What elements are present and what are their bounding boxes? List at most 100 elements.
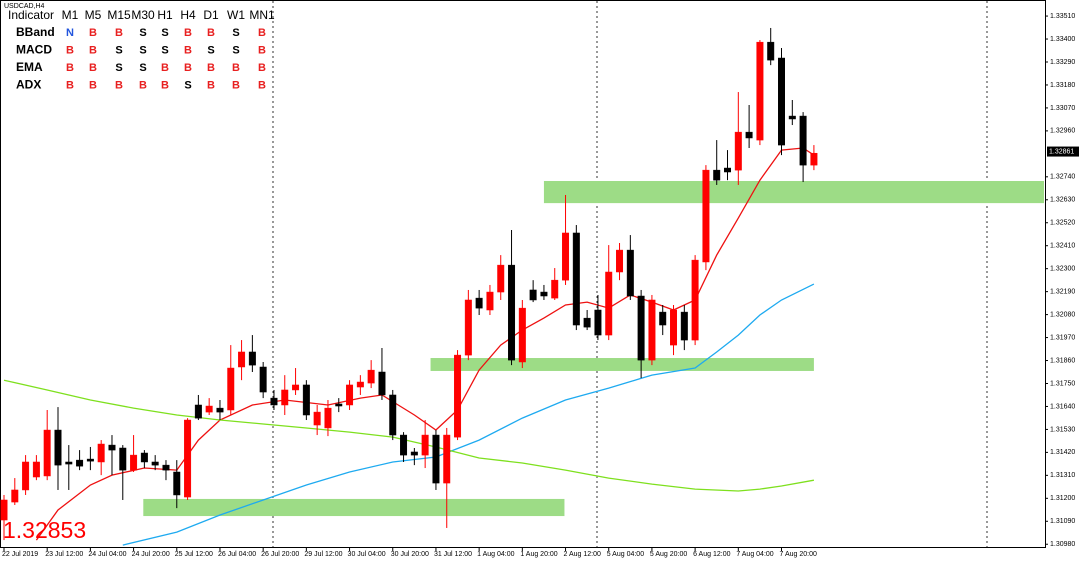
axes: 1.33510 1.33400 1.33290 1.33180 1.33070 1.329… (2, 13, 1079, 558)
y-tick-label: 1.31420 (1050, 449, 1075, 456)
x-tick-label: 26 Jul 04:00 (218, 551, 256, 558)
x-tick-label: 30 Jul 04:00 (348, 551, 386, 558)
candle-body (97, 443, 105, 463)
candles (0, 27, 818, 541)
y-tick-label: 1.32300 (1050, 266, 1075, 273)
signal-cell: B (115, 79, 123, 91)
y-tick-label: 1.31640 (1050, 403, 1075, 410)
price-display: 1.32853 (3, 517, 86, 543)
candle-body (605, 271, 613, 336)
candle-body (140, 452, 148, 463)
x-tick-label: 25 Jul 12:00 (175, 551, 213, 558)
candle-body (281, 389, 289, 406)
candle-body (313, 411, 321, 426)
candle-body (151, 461, 159, 466)
y-tick-label: 1.30980 (1050, 541, 1075, 548)
x-tick-label: 22 Jul 2019 (2, 551, 38, 558)
candle-body (508, 264, 516, 361)
candle-body (594, 309, 602, 336)
candle-body (378, 371, 386, 396)
signal-cell: B (89, 79, 97, 91)
signal-cell: B (66, 79, 74, 91)
signal-cell: B (184, 27, 192, 39)
y-tick-label: 1.31200 (1050, 495, 1075, 502)
x-tick-label: 23 Jul 12:00 (45, 551, 83, 558)
candle-body (756, 41, 764, 141)
signal-cell: B (89, 44, 97, 56)
candle-body (324, 407, 332, 429)
candle-body (691, 259, 699, 341)
candle-body (648, 299, 656, 361)
current-price-box (1047, 146, 1079, 157)
x-tick-label: 24 Jul 04:00 (88, 551, 126, 558)
candle-body (43, 429, 51, 477)
x-tick-label: 31 Jul 12:00 (434, 551, 472, 558)
y-tick-label: 1.32630 (1050, 197, 1075, 204)
candle-body (86, 458, 94, 462)
candle-body (637, 295, 645, 361)
signal-cell: S (139, 62, 146, 74)
candle-body (810, 152, 818, 166)
candle-body (259, 366, 267, 393)
signal-cell: S (115, 62, 122, 74)
candle-body (184, 419, 192, 498)
signal-cell: B (139, 79, 147, 91)
moving-average (122, 283, 815, 546)
table-header: H4 (180, 8, 196, 22)
candle-body (518, 307, 526, 363)
candle-body (11, 489, 19, 503)
candle-body (410, 451, 418, 456)
x-tick-label: 7 Aug 20:00 (780, 551, 817, 558)
candle-body (238, 351, 246, 368)
signal-cell: B (184, 62, 192, 74)
candle-body (421, 434, 429, 456)
signal-cell: B (207, 62, 215, 74)
y-tick-label: 1.32080 (1050, 311, 1075, 318)
candle-body (32, 461, 40, 478)
candle-body (616, 249, 624, 273)
y-tick-label: 1.31750 (1050, 380, 1075, 387)
candle-body (572, 232, 580, 326)
candle-body (734, 131, 742, 171)
y-tick-label: 1.32960 (1050, 128, 1075, 135)
signal-cell: S (115, 44, 122, 56)
candle-body (454, 354, 462, 438)
signal-cell: S (184, 79, 191, 91)
signal-cell: B (161, 79, 169, 91)
table-header: M1 (62, 8, 79, 22)
chart-title: USDCAD,H4 (4, 3, 45, 10)
candle-body (475, 297, 483, 309)
candle-body (292, 384, 300, 391)
candle-body (702, 169, 710, 263)
candle-body (562, 232, 570, 281)
signal-cell: B (66, 44, 74, 56)
signal-cell: B (66, 62, 74, 74)
x-tick-label: 7 Aug 04:00 (736, 551, 773, 558)
row-label: BBand (16, 25, 55, 39)
x-tick-label: 1 Aug 04:00 (477, 551, 514, 558)
signal-cell: S (161, 44, 168, 56)
y-tick-label: 1.31970 (1050, 334, 1075, 341)
candle-body (745, 131, 753, 139)
signal-cell: B (184, 44, 192, 56)
y-tick-label: 1.33510 (1050, 13, 1075, 20)
candle-body (670, 309, 678, 346)
x-tick-label: 26 Jul 20:00 (261, 551, 299, 558)
zone (143, 498, 565, 517)
x-tick-label: 29 Jul 12:00 (304, 551, 342, 558)
signal-cell: B (232, 62, 240, 74)
table-header: W1 (227, 8, 245, 22)
signal-cell: S (139, 44, 146, 56)
signal-cell: N (66, 27, 74, 39)
candle-body (432, 434, 440, 484)
candle-body (346, 384, 354, 406)
row-label: EMA (16, 60, 43, 74)
candle-body (389, 394, 397, 436)
candle-body (0, 499, 8, 521)
zone (543, 180, 1044, 204)
signal-cell: S (161, 27, 168, 39)
zone (430, 358, 814, 371)
table-header: M5 (85, 8, 102, 22)
